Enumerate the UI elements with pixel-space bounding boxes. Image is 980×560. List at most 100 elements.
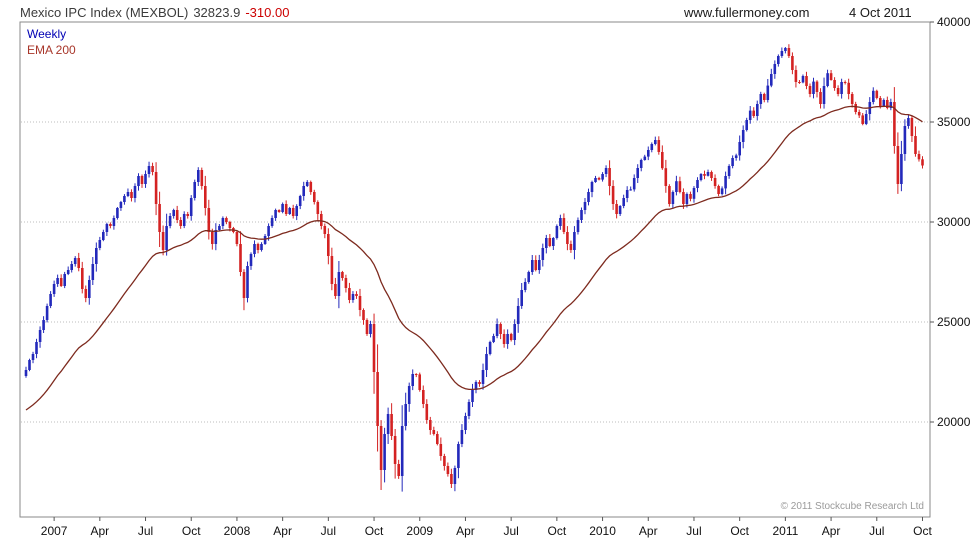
y-axis-label: 25000 bbox=[937, 315, 971, 329]
candle-body bbox=[699, 174, 703, 180]
candle-body bbox=[246, 266, 249, 298]
candle-body bbox=[850, 94, 854, 104]
candle-body bbox=[330, 256, 334, 284]
candle-body bbox=[235, 232, 239, 244]
candle-body bbox=[910, 118, 914, 136]
candle-body bbox=[798, 82, 801, 83]
x-axis-label: Jul bbox=[321, 524, 336, 538]
x-axis-label: Oct bbox=[548, 524, 567, 538]
candle-body bbox=[601, 174, 604, 180]
candle-body bbox=[291, 208, 295, 216]
candle-body bbox=[228, 222, 232, 228]
candle-body bbox=[372, 324, 376, 372]
x-axis-label: 2011 bbox=[772, 524, 798, 538]
candle-body bbox=[654, 140, 657, 144]
candle-body bbox=[481, 370, 485, 384]
candle-body bbox=[573, 232, 576, 250]
candle-body bbox=[590, 182, 594, 192]
candle-body bbox=[731, 158, 734, 166]
candle-body bbox=[836, 88, 840, 94]
candle-body bbox=[748, 110, 752, 120]
candle-body bbox=[63, 274, 66, 286]
candle-body bbox=[425, 404, 429, 420]
candle-body bbox=[815, 81, 819, 92]
candle-body bbox=[414, 374, 418, 375]
y-axis-label: 30000 bbox=[937, 215, 971, 229]
candle-body bbox=[893, 102, 896, 146]
candle-body bbox=[763, 94, 766, 100]
candle-body bbox=[348, 288, 351, 300]
candle-body bbox=[355, 294, 358, 296]
candle-body bbox=[471, 390, 474, 402]
candle-body bbox=[242, 272, 246, 298]
candle-body bbox=[900, 154, 903, 184]
candle-body bbox=[741, 130, 745, 142]
candle-body bbox=[81, 268, 84, 289]
candle-body bbox=[833, 80, 836, 88]
candle-body bbox=[453, 468, 457, 484]
candle-body bbox=[692, 188, 696, 199]
candle-body bbox=[805, 76, 808, 86]
candle-body bbox=[650, 144, 654, 150]
candle-body bbox=[875, 90, 879, 98]
candle-body bbox=[639, 160, 643, 168]
candle-body bbox=[126, 192, 130, 196]
candle-body bbox=[664, 168, 668, 186]
candle-body bbox=[397, 464, 400, 476]
candle-body bbox=[446, 466, 450, 474]
x-axis-label: Oct bbox=[365, 524, 384, 538]
plot-border bbox=[19, 21, 931, 518]
candle-body bbox=[207, 208, 211, 232]
candle-body bbox=[313, 192, 316, 202]
candle-body bbox=[341, 272, 344, 278]
candle-body bbox=[580, 210, 583, 220]
candle-body bbox=[752, 110, 755, 116]
candle-body bbox=[896, 146, 900, 184]
candle-body bbox=[225, 218, 228, 222]
candle-body bbox=[200, 170, 204, 186]
candle-body bbox=[801, 76, 805, 83]
candle-body bbox=[914, 136, 917, 154]
candle-body bbox=[411, 374, 414, 386]
candle-body bbox=[256, 244, 260, 250]
candle-body bbox=[407, 386, 411, 404]
candle-body bbox=[724, 176, 727, 189]
candle-body bbox=[284, 204, 288, 214]
candle-body bbox=[766, 85, 770, 100]
x-axis-label: Oct bbox=[730, 524, 749, 538]
candle-body bbox=[552, 238, 555, 246]
candle-body bbox=[857, 112, 861, 116]
candle-body bbox=[713, 178, 717, 186]
candle-body bbox=[151, 166, 154, 172]
candle-body bbox=[872, 90, 875, 102]
candle-body bbox=[492, 336, 495, 342]
candle-body bbox=[334, 284, 337, 296]
candle-body bbox=[889, 102, 893, 108]
x-axis-label: Apr bbox=[273, 524, 292, 538]
candle-body bbox=[829, 73, 833, 80]
candle-body bbox=[864, 114, 868, 124]
y-axis-label: 20000 bbox=[937, 415, 971, 429]
candle-body bbox=[840, 82, 843, 94]
candle-body bbox=[70, 264, 73, 270]
candle-body bbox=[822, 86, 826, 104]
candle-body bbox=[632, 178, 636, 190]
candle-body bbox=[175, 210, 179, 220]
candle-body bbox=[130, 192, 133, 198]
candle-body bbox=[73, 258, 77, 264]
candle-body bbox=[808, 86, 812, 94]
candle-body bbox=[587, 192, 590, 202]
candle-body bbox=[467, 402, 471, 416]
candle-body bbox=[443, 456, 446, 466]
y-axis-label: 35000 bbox=[937, 115, 971, 129]
candle-body bbox=[302, 186, 305, 196]
candle-body bbox=[523, 282, 527, 290]
candle-body bbox=[267, 226, 270, 236]
candle-body bbox=[98, 240, 102, 248]
candle-body bbox=[52, 284, 56, 294]
candle-body bbox=[509, 334, 513, 340]
candle-body bbox=[305, 182, 309, 186]
candle-body bbox=[759, 94, 763, 104]
candle-body bbox=[109, 224, 112, 226]
